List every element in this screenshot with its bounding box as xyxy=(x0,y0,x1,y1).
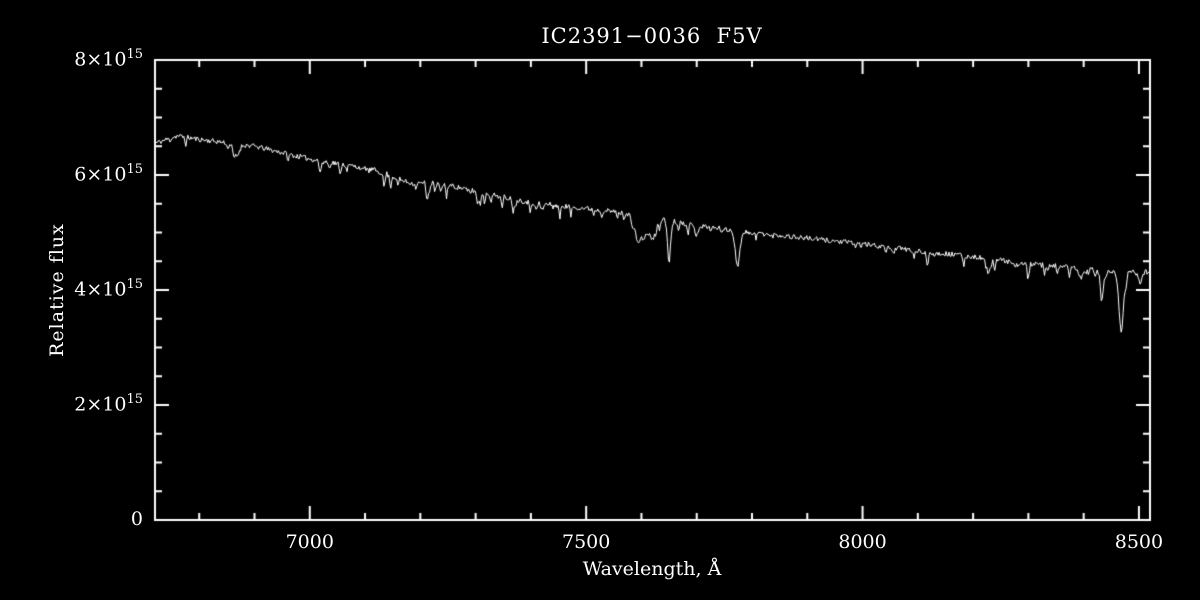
y-tick-label: 0 xyxy=(130,507,143,530)
x-tick-label: 8500 xyxy=(1114,531,1164,553)
y-tick-label: 4×1015 xyxy=(74,277,143,301)
y-axis-label: Relative flux xyxy=(46,223,68,357)
chart-title: IC2391−0036 F5V xyxy=(541,24,763,48)
x-tick-label: 7000 xyxy=(285,531,334,553)
y-tick-label: 8×1015 xyxy=(74,47,143,71)
y-tick-label: 2×1015 xyxy=(74,392,143,416)
x-tick-label: 7500 xyxy=(561,531,611,553)
x-axis-label: Wavelength, Å xyxy=(582,558,722,580)
y-tick-label: 6×1015 xyxy=(74,162,143,186)
x-tick-label: 8000 xyxy=(838,531,887,553)
